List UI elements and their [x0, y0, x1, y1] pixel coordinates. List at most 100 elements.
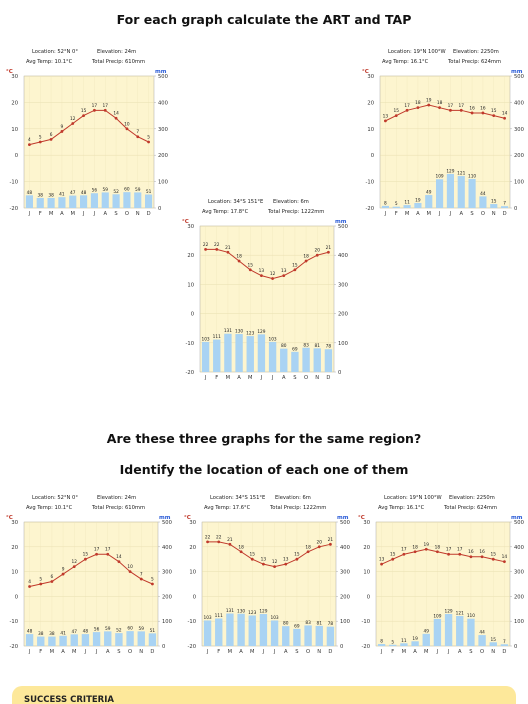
temp-line: [385, 104, 505, 122]
y-unit: °C: [6, 515, 13, 521]
x-tick-label: J: [28, 649, 31, 655]
precip-bar: [414, 202, 422, 208]
temp-point: [82, 114, 85, 117]
info-total-precip: Total Precip: 624mm: [447, 59, 501, 65]
precip-bar: [326, 626, 335, 646]
temp-point: [329, 542, 332, 546]
temp-point: [237, 259, 241, 263]
climate-chart: Location: 34°S 151°E Elevation: 6m Avg Tem…: [182, 199, 348, 381]
y2-tick-label: 300: [514, 570, 524, 576]
precip-label: 129: [444, 609, 452, 615]
temp-label: 15: [81, 108, 87, 114]
x-tick-label: A: [61, 649, 65, 655]
y-tick-label: -20: [366, 206, 374, 212]
precip-bar: [213, 339, 221, 372]
y2-tick-label: 0: [158, 206, 161, 212]
x-tick-label: J: [262, 649, 265, 655]
precip-bar: [270, 620, 279, 646]
temp-label: 21: [328, 537, 334, 543]
temp-point: [405, 108, 409, 112]
temp-label: 17: [459, 103, 465, 109]
precip-label: 83: [303, 342, 309, 348]
precip-label: 60: [124, 187, 130, 193]
x-tick-label: J: [449, 211, 452, 217]
temp-point: [204, 247, 207, 251]
precip-bar: [58, 197, 66, 208]
y-tick-label: 20: [189, 545, 196, 551]
y2-tick-label: 500: [338, 224, 348, 230]
y2-tick-label: 100: [340, 619, 350, 625]
x-tick-label: N: [492, 211, 496, 217]
precip-bar: [259, 614, 268, 646]
precip-label: 103: [268, 336, 276, 342]
temp-point: [491, 557, 495, 561]
temp-point: [226, 250, 230, 254]
precip-bar: [104, 631, 112, 646]
y2-tick-label: 300: [340, 570, 350, 576]
precip-bar: [400, 643, 408, 646]
temp-label: 5: [151, 577, 154, 583]
precip-label: 15: [491, 199, 497, 205]
precip-bar: [47, 197, 55, 208]
precip-label: 41: [59, 192, 65, 198]
precip-label: 111: [213, 334, 221, 340]
x-tick-label: A: [416, 211, 420, 217]
x-tick-label: J: [204, 375, 207, 381]
temp-line: [381, 548, 505, 565]
x-tick-label: J: [82, 211, 85, 217]
info-location: Location: 34°S 151°E: [210, 495, 265, 501]
x-tick-label: S: [114, 211, 117, 217]
temp-point: [449, 108, 452, 112]
y-tick-label: -10: [186, 341, 194, 347]
temp-point: [250, 557, 254, 561]
precip-bar: [500, 644, 509, 646]
precip-bar: [201, 341, 210, 372]
temp-label: 12: [70, 116, 76, 122]
info-avg-temp: Avg Temp: 17.6°C: [204, 505, 251, 511]
temp-point: [228, 542, 232, 546]
temp-line: [29, 553, 153, 587]
precip-label: 5: [391, 639, 394, 645]
y2-tick-label: 200: [158, 153, 168, 159]
y-tick-label: 30: [187, 224, 194, 230]
y-tick-label: 0: [367, 594, 370, 600]
y2-tick-label: 200: [514, 153, 524, 159]
x-tick-label: D: [147, 211, 151, 217]
temp-line: [29, 109, 149, 146]
precip-label: 129: [257, 329, 265, 335]
temp-label: 16: [468, 549, 474, 555]
x-tick-label: O: [306, 649, 310, 655]
x-tick-label: J: [95, 649, 98, 655]
y2-tick-label: 300: [514, 127, 524, 133]
temp-label: 7: [140, 572, 143, 578]
x-tick-label: A: [106, 649, 110, 655]
precip-bar: [70, 634, 78, 646]
x-tick-label: O: [125, 211, 129, 217]
temp-label: 5: [39, 135, 42, 141]
temp-point: [239, 550, 243, 554]
info-avg-temp: Avg Temp: 10.1°C: [26, 505, 73, 511]
precip-label: 52: [116, 628, 122, 634]
climate-chart: Location: 34°S 151°E Elevation: 6m Avg Tem…: [184, 495, 350, 655]
x-tick-label: M: [250, 649, 254, 655]
temp-point: [117, 560, 121, 564]
precip-bar: [501, 206, 509, 208]
x-tick-label: S: [293, 375, 296, 381]
y-tick-label: 30: [367, 74, 374, 80]
y-unit: °C: [6, 69, 13, 75]
temp-point: [416, 106, 420, 110]
temp-label: 4: [28, 137, 31, 143]
y-tick-label: 30: [11, 520, 18, 526]
precip-bar: [215, 618, 223, 646]
precip-label: 131: [226, 608, 234, 614]
precip-label: 69: [294, 623, 300, 629]
temp-point: [470, 111, 474, 115]
temp-label: 9: [62, 567, 65, 573]
precip-label: 78: [326, 344, 332, 350]
x-tick-label: M: [427, 211, 431, 217]
precip-label: 48: [81, 190, 87, 196]
y-tick-label: -20: [188, 644, 196, 650]
x-tick-label: J: [438, 211, 441, 217]
temp-label: 17: [457, 547, 463, 553]
y2-unit: mm: [159, 515, 171, 521]
